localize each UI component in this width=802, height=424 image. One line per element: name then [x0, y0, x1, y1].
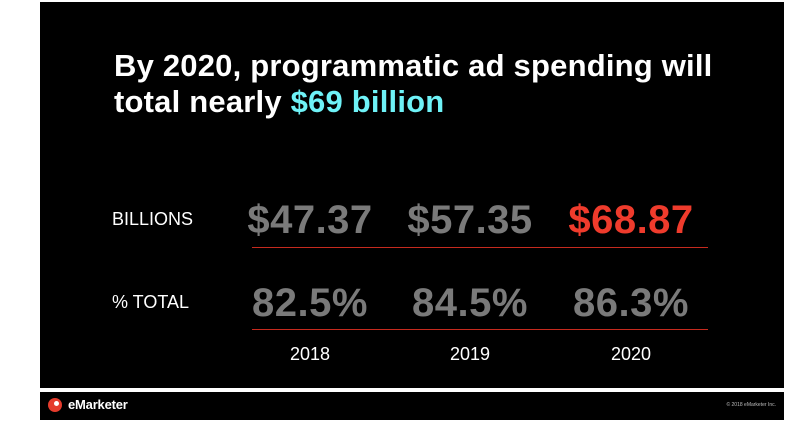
slide: By 2020, programmatic ad spending will t…: [40, 2, 784, 388]
headline-text: By 2020, programmatic ad spending will t…: [114, 48, 713, 119]
value-billions-2019: $57.35: [407, 198, 533, 242]
year-label-2019: 2019: [449, 344, 491, 364]
footer-bar: eMarketer © 2018 eMarketer Inc.: [40, 392, 784, 420]
emarketer-logo-icon: [48, 398, 62, 412]
value-percent-2019: 84.5%: [412, 281, 528, 325]
year-label-2020: 2020: [610, 344, 652, 364]
row-divider-percent: [252, 329, 708, 330]
value-billions-2020: $68.87: [568, 198, 694, 242]
value-percent-2020: 86.3%: [573, 281, 689, 325]
row-label-billions: BILLIONS: [112, 209, 194, 229]
value-billions-2018: $47.37: [247, 198, 373, 242]
headline-highlight: $69 billion: [290, 84, 445, 119]
headline: By 2020, programmatic ad spending will t…: [114, 48, 754, 120]
copyright-text: © 2018 eMarketer Inc.: [726, 402, 776, 408]
value-percent-2018: 82.5%: [252, 281, 368, 325]
year-label-2018: 2018: [289, 344, 331, 364]
row-divider-billions: [252, 247, 708, 248]
row-label-percent-total: % TOTAL: [112, 292, 190, 312]
emarketer-logo-text: eMarketer: [68, 397, 128, 412]
